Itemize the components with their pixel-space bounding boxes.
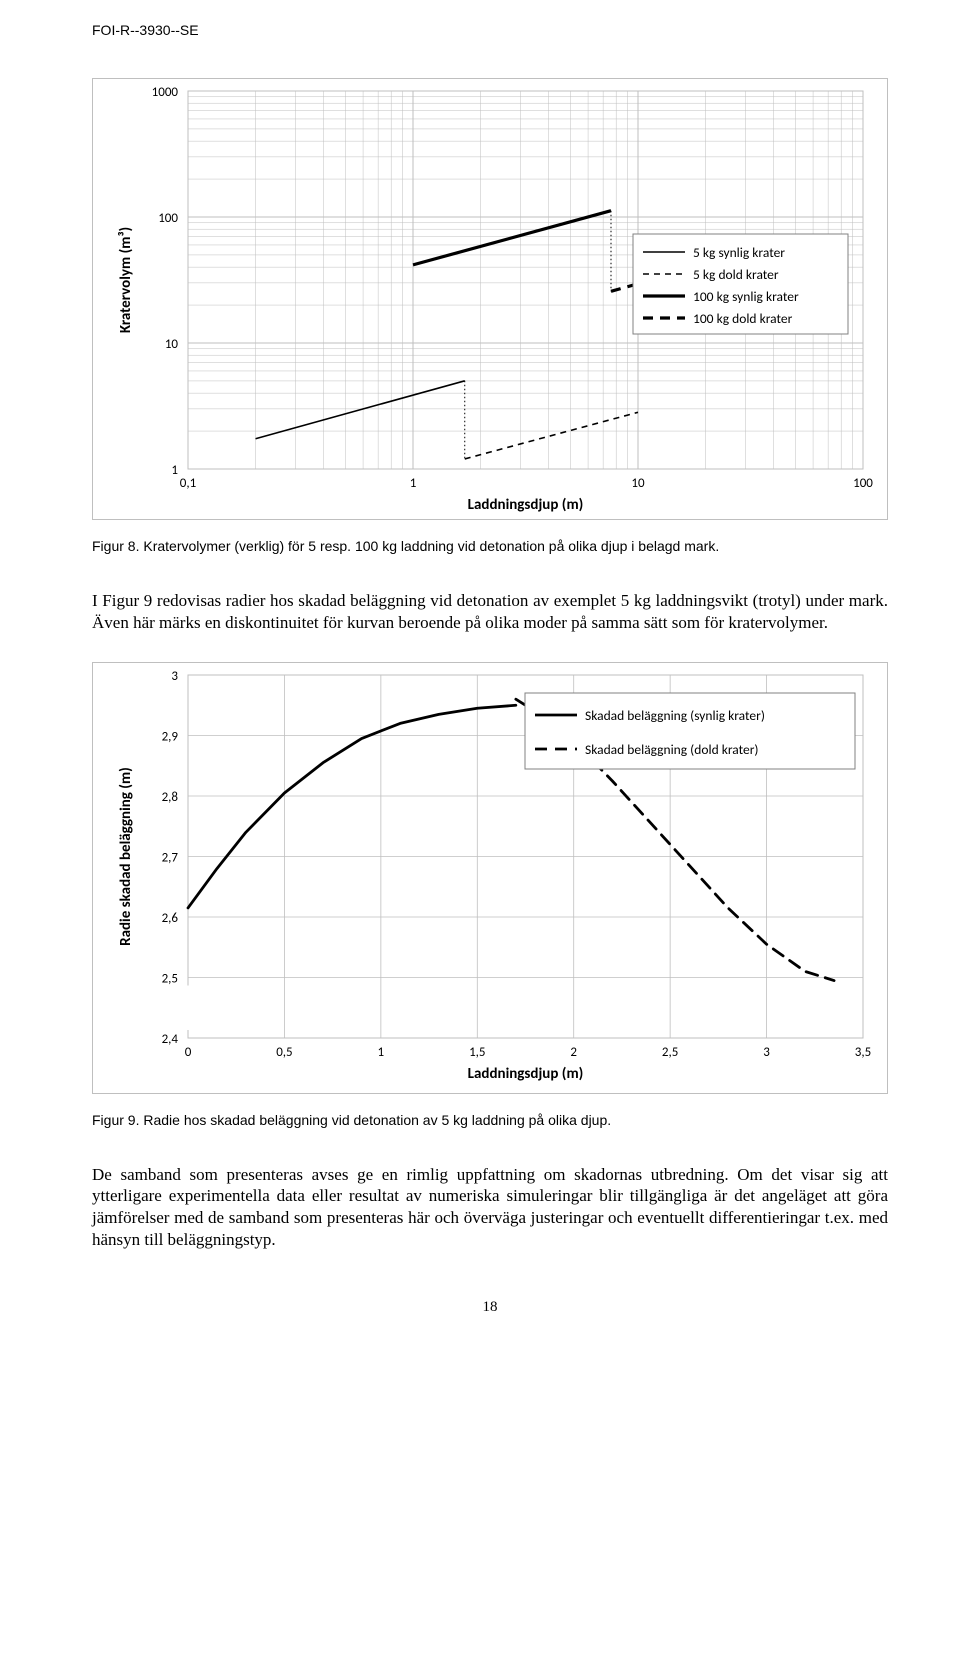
svg-text:100: 100 [853,476,873,491]
svg-text:0,5: 0,5 [276,1045,292,1060]
svg-text:100: 100 [158,211,178,226]
svg-text:1: 1 [171,463,178,478]
svg-text:10: 10 [165,337,179,352]
svg-text:3: 3 [171,669,178,684]
svg-text:2,7: 2,7 [162,850,179,865]
svg-text:5 kg dold krater: 5 kg dold krater [693,266,779,283]
svg-text:Laddningsdjup (m): Laddningsdjup (m) [468,496,584,514]
svg-text:Radie skadad beläggning (m): Radie skadad beläggning (m) [117,767,135,946]
svg-text:100 kg dold krater: 100 kg dold krater [693,310,793,327]
svg-text:Kratervolym (m³): Kratervolym (m³) [117,227,135,333]
svg-text:2,9: 2,9 [162,729,179,744]
svg-text:Skadad beläggning (dold krater: Skadad beläggning (dold krater) [585,741,759,758]
figure-8-caption: Figur 8. Kratervolymer (verklig) för 5 r… [92,538,888,554]
svg-text:100 kg synlig krater: 100 kg synlig krater [693,288,799,305]
doc-header-id: FOI-R--3930--SE [92,22,888,38]
figure-9-svg: 0 0,5 1 1,5 2 2,5 3 3,5 2,4 2,5 2,6 2,7 2,8 2,9 3 Laddn… [93,663,889,1093]
svg-text:2: 2 [570,1045,577,1060]
figure-9-chart: 0 0,5 1 1,5 2 2,5 3 3,5 2,4 2,5 2,6 2,7 2,8 2,9 3 Laddn… [92,662,888,1094]
svg-text:2,5: 2,5 [162,971,178,986]
svg-text:1,5: 1,5 [469,1045,485,1060]
paragraph-2: De samband som presenteras avses ge en r… [92,1164,888,1251]
figure-8-svg: 0,11101001101001000Laddningsdjup (m)Krat… [93,79,889,519]
page: FOI-R--3930--SE 0,11101001101001000Laddn… [0,0,960,1356]
paragraph-1: I Figur 9 redovisas radier hos skadad be… [92,590,888,634]
svg-text:0,1: 0,1 [180,476,196,491]
figure-8-chart: 0,11101001101001000Laddningsdjup (m)Krat… [92,78,888,520]
svg-text:5 kg synlig krater: 5 kg synlig krater [693,244,785,261]
page-number: 18 [92,1299,888,1316]
svg-text:Skadad beläggning (synlig krat: Skadad beläggning (synlig krater) [585,707,765,724]
svg-text:10: 10 [631,476,645,491]
svg-text:2,6: 2,6 [162,911,179,926]
svg-text:Laddningsdjup (m): Laddningsdjup (m) [468,1065,584,1083]
svg-text:1: 1 [378,1045,385,1060]
svg-text:1: 1 [410,476,417,491]
svg-text:0: 0 [185,1045,192,1060]
svg-text:3: 3 [763,1045,770,1060]
svg-text:3,5: 3,5 [855,1045,871,1060]
svg-text:1000: 1000 [152,85,179,100]
svg-text:2,4: 2,4 [162,1032,179,1047]
figure-9-caption: Figur 9. Radie hos skadad beläggning vid… [92,1112,888,1128]
svg-text:2,8: 2,8 [162,790,179,805]
svg-text:2,5: 2,5 [662,1045,678,1060]
